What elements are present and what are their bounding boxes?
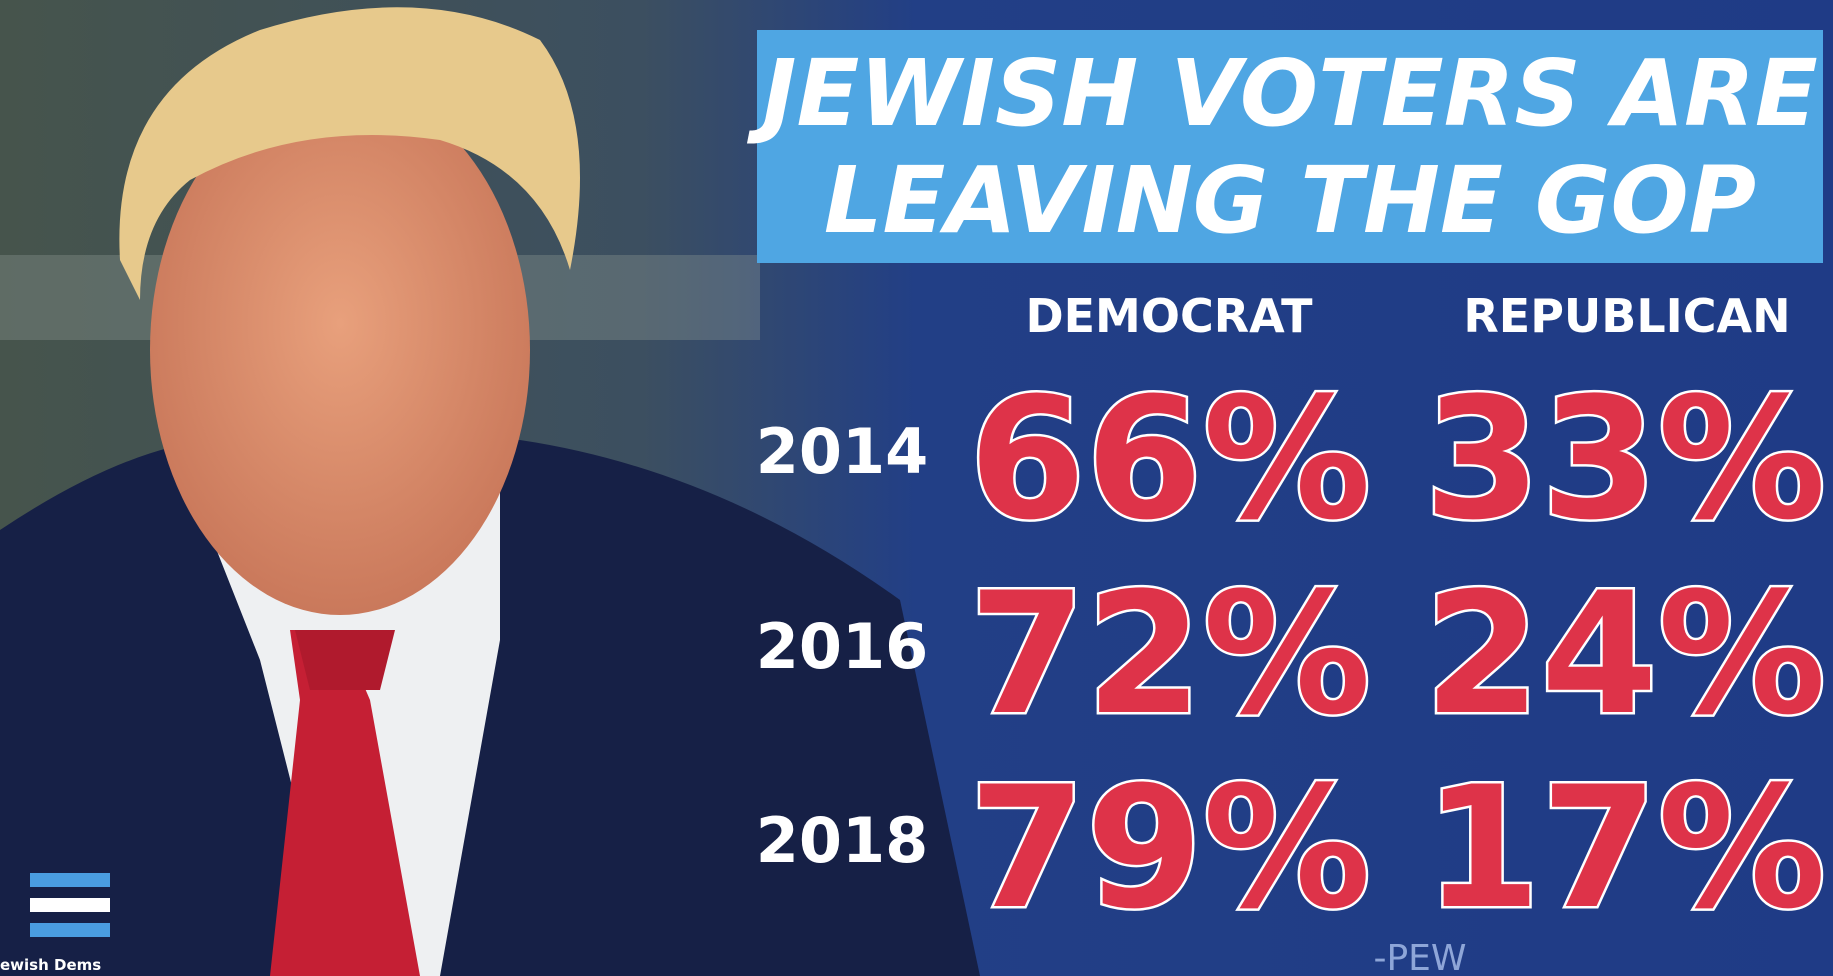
democrat-share: 72% (969, 556, 1371, 752)
logo: ewish Dems (0, 873, 110, 974)
logo-bar (30, 873, 110, 887)
republican-share: 17% (1424, 750, 1826, 946)
democrat-share: 66% (969, 361, 1371, 557)
source: -PEW (1373, 938, 1466, 976)
logo-bar (30, 923, 110, 937)
column-header: REPUBLICAN (1463, 289, 1790, 343)
title-line: LEAVING THE GOP (824, 147, 1756, 254)
logo-text: ewish Dems (0, 956, 101, 974)
logo-bar (30, 898, 110, 912)
tie-knot (295, 630, 395, 690)
republican-share: 24% (1424, 556, 1826, 752)
portrait (0, 7, 980, 976)
year-label: 2014 (756, 415, 929, 488)
year-label: 2016 (756, 610, 929, 683)
face (150, 85, 530, 615)
democrat-share: 79% (969, 750, 1371, 946)
tie (270, 630, 420, 976)
title-line: JEWISH VOTERS ARE (746, 40, 1817, 147)
title-box (757, 30, 1823, 263)
republican-share: 33% (1424, 361, 1826, 557)
column-header: DEMOCRAT (1025, 289, 1313, 343)
year-label: 2018 (756, 804, 929, 877)
hair (119, 7, 580, 300)
